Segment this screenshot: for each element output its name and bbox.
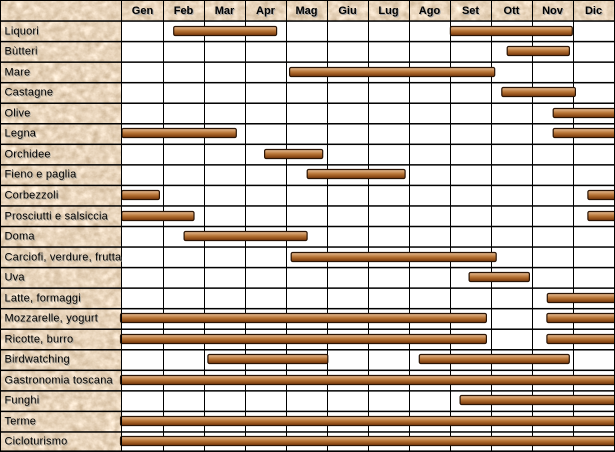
- svg-text:Gastronomia toscana: Gastronomia toscana: [5, 375, 114, 387]
- svg-text:Funghi: Funghi: [6, 396, 41, 408]
- svg-text:Carciofi, verdure, frutta: Carciofi, verdure, frutta: [6, 253, 124, 265]
- svg-text:Ricotte, burro: Ricotte, burro: [6, 335, 75, 347]
- svg-text:Mar: Mar: [215, 5, 235, 17]
- svg-text:Fieno e paglia: Fieno e paglia: [5, 169, 78, 181]
- svg-text:Set: Set: [462, 5, 479, 17]
- svg-text:Corbezzoli: Corbezzoli: [6, 191, 60, 203]
- svg-text:Mare: Mare: [5, 67, 31, 79]
- svg-text:Olive: Olive: [6, 109, 32, 121]
- svg-text:Birdwatching: Birdwatching: [6, 355, 71, 367]
- svg-text:Doma: Doma: [5, 231, 36, 243]
- svg-text:Liquori: Liquori: [6, 27, 40, 39]
- svg-text:Mozzarelle, yogurt: Mozzarelle, yogurt: [6, 314, 99, 326]
- svg-text:Castagne: Castagne: [6, 88, 55, 100]
- svg-text:Bùtteri: Bùtteri: [6, 47, 39, 59]
- svg-text:Ott: Ott: [505, 6, 521, 18]
- svg-text:Giu: Giu: [339, 6, 357, 18]
- svg-text:Liquori: Liquori: [5, 26, 39, 38]
- svg-text:Ricotte, burro: Ricotte, burro: [5, 334, 74, 346]
- svg-text:Nov: Nov: [542, 5, 564, 17]
- svg-text:Ago: Ago: [419, 5, 441, 17]
- svg-text:Terme: Terme: [5, 416, 37, 428]
- svg-text:Olive: Olive: [5, 108, 31, 120]
- svg-text:Mar: Mar: [216, 6, 236, 18]
- svg-text:Gastronomia toscana: Gastronomia toscana: [6, 376, 115, 388]
- svg-text:Orchidee: Orchidee: [6, 150, 52, 162]
- svg-text:Uva: Uva: [6, 273, 27, 285]
- svg-text:Lug: Lug: [379, 6, 399, 18]
- svg-text:Mag: Mag: [296, 5, 318, 17]
- svg-text:Prosciutti e salsiccia: Prosciutti e salsiccia: [6, 212, 110, 224]
- svg-text:Cicloturismo: Cicloturismo: [5, 436, 68, 448]
- svg-text:Feb: Feb: [174, 5, 194, 17]
- svg-text:Gen: Gen: [132, 5, 154, 17]
- svg-text:Dic: Dic: [585, 5, 602, 17]
- svg-text:Doma: Doma: [6, 232, 37, 244]
- svg-text:Orchidee: Orchidee: [5, 149, 51, 161]
- svg-text:Legna: Legna: [6, 129, 38, 141]
- svg-text:Fieno e paglia: Fieno e paglia: [6, 170, 79, 182]
- svg-text:Latte, formaggi: Latte, formaggi: [5, 293, 81, 305]
- svg-text:Terme: Terme: [6, 417, 38, 429]
- svg-text:Cicloturismo: Cicloturismo: [6, 437, 69, 449]
- svg-text:Birdwatching: Birdwatching: [5, 354, 70, 366]
- svg-text:Gen: Gen: [133, 6, 155, 18]
- svg-text:Nov: Nov: [543, 6, 565, 18]
- svg-text:Apr: Apr: [257, 6, 277, 18]
- svg-text:Lug: Lug: [378, 5, 398, 17]
- svg-text:Prosciutti e salsiccia: Prosciutti e salsiccia: [5, 211, 109, 223]
- svg-text:Corbezzoli: Corbezzoli: [5, 190, 59, 202]
- svg-text:Castagne: Castagne: [5, 87, 54, 99]
- svg-text:Mare: Mare: [6, 68, 32, 80]
- svg-text:Funghi: Funghi: [5, 395, 40, 407]
- svg-text:Bùtteri: Bùtteri: [5, 46, 38, 58]
- svg-text:Mag: Mag: [297, 6, 319, 18]
- svg-text:Ott: Ott: [504, 5, 520, 17]
- svg-text:Mozzarelle, yogurt: Mozzarelle, yogurt: [5, 313, 98, 325]
- svg-text:Dic: Dic: [586, 6, 603, 18]
- svg-text:Legna: Legna: [5, 128, 37, 140]
- svg-text:Apr: Apr: [256, 5, 276, 17]
- svg-text:Ago: Ago: [420, 6, 442, 18]
- svg-text:Uva: Uva: [5, 272, 26, 284]
- svg-text:Latte, formaggi: Latte, formaggi: [6, 294, 82, 306]
- svg-text:Giu: Giu: [338, 5, 356, 17]
- svg-text:Carciofi, verdure, frutta: Carciofi, verdure, frutta: [5, 252, 123, 264]
- svg-text:Feb: Feb: [175, 6, 195, 18]
- svg-text:Set: Set: [463, 6, 480, 18]
